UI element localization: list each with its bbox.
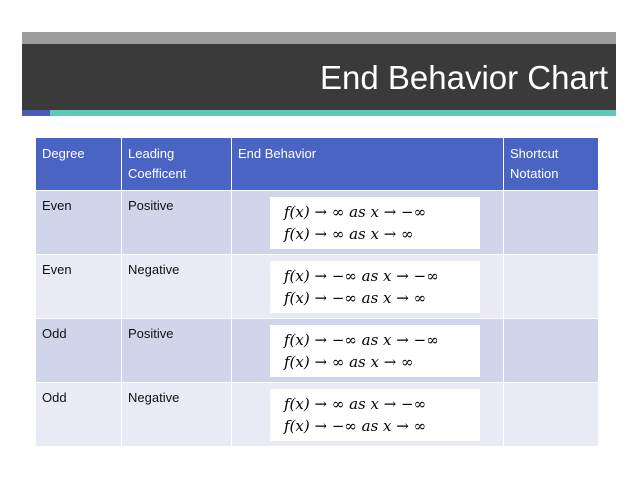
cell-end-behavior: f(x) → −∞ as x → −∞ f(x) → ∞ as x → ∞ <box>231 318 504 383</box>
formula-line-2: f(x) → ∞ as x → ∞ <box>284 225 414 243</box>
table-header-row: Degree Leading Coefficent End Behavior S… <box>35 137 599 191</box>
accent-bar-teal <box>50 110 616 116</box>
cell-leading: Negative <box>121 382 232 447</box>
cell-degree: Even <box>35 254 122 319</box>
cell-degree: Odd <box>35 318 122 383</box>
cell-shortcut <box>503 190 599 255</box>
formula-line-1: f(x) → ∞ as x → −∞ <box>284 203 427 221</box>
cell-leading: Positive <box>121 318 232 383</box>
cell-degree: Even <box>35 190 122 255</box>
cell-shortcut <box>503 382 599 447</box>
formula-image: f(x) → ∞ as x → −∞ f(x) → ∞ as x → ∞ <box>270 197 480 249</box>
cell-leading: Negative <box>121 254 232 319</box>
top-gray-strip <box>22 32 616 44</box>
formula-image: f(x) → −∞ as x → −∞ f(x) → −∞ as x → ∞ <box>270 261 480 313</box>
cell-leading: Positive <box>121 190 232 255</box>
table-row: Even Negative f(x) → −∞ as x → −∞ f(x) →… <box>35 254 599 319</box>
table-row: Odd Positive f(x) → −∞ as x → −∞ f(x) → … <box>35 318 599 383</box>
header-end-behavior: End Behavior <box>231 137 504 191</box>
table-row: Odd Negative f(x) → ∞ as x → −∞ f(x) → −… <box>35 382 599 447</box>
cell-end-behavior: f(x) → ∞ as x → −∞ f(x) → ∞ as x → ∞ <box>231 190 504 255</box>
cell-end-behavior: f(x) → ∞ as x → −∞ f(x) → −∞ as x → ∞ <box>231 382 504 447</box>
header-degree: Degree <box>35 137 122 191</box>
formula-line-2: f(x) → −∞ as x → ∞ <box>284 417 427 435</box>
end-behavior-table: Degree Leading Coefficent End Behavior S… <box>35 137 599 447</box>
formula-image: f(x) → −∞ as x → −∞ f(x) → ∞ as x → ∞ <box>270 325 480 377</box>
header-shortcut-notation: Shortcut Notation <box>503 137 599 191</box>
cell-end-behavior: f(x) → −∞ as x → −∞ f(x) → −∞ as x → ∞ <box>231 254 504 319</box>
cell-degree: Odd <box>35 382 122 447</box>
formula-line-2: f(x) → −∞ as x → ∞ <box>284 289 427 307</box>
cell-shortcut <box>503 318 599 383</box>
table-row: Even Positive f(x) → ∞ as x → −∞ f(x) → … <box>35 190 599 255</box>
formula-line-1: f(x) → ∞ as x → −∞ <box>284 395 427 413</box>
formula-line-1: f(x) → −∞ as x → −∞ <box>284 331 439 349</box>
title-bar: End Behavior Chart <box>22 44 616 110</box>
formula-line-2: f(x) → ∞ as x → ∞ <box>284 353 414 371</box>
cell-shortcut <box>503 254 599 319</box>
formula-line-1: f(x) → −∞ as x → −∞ <box>284 267 439 285</box>
header-leading-coefficient: Leading Coefficent <box>121 137 232 191</box>
slide-title: End Behavior Chart <box>320 59 608 96</box>
accent-bar-blue <box>22 110 50 116</box>
formula-image: f(x) → ∞ as x → −∞ f(x) → −∞ as x → ∞ <box>270 389 480 441</box>
